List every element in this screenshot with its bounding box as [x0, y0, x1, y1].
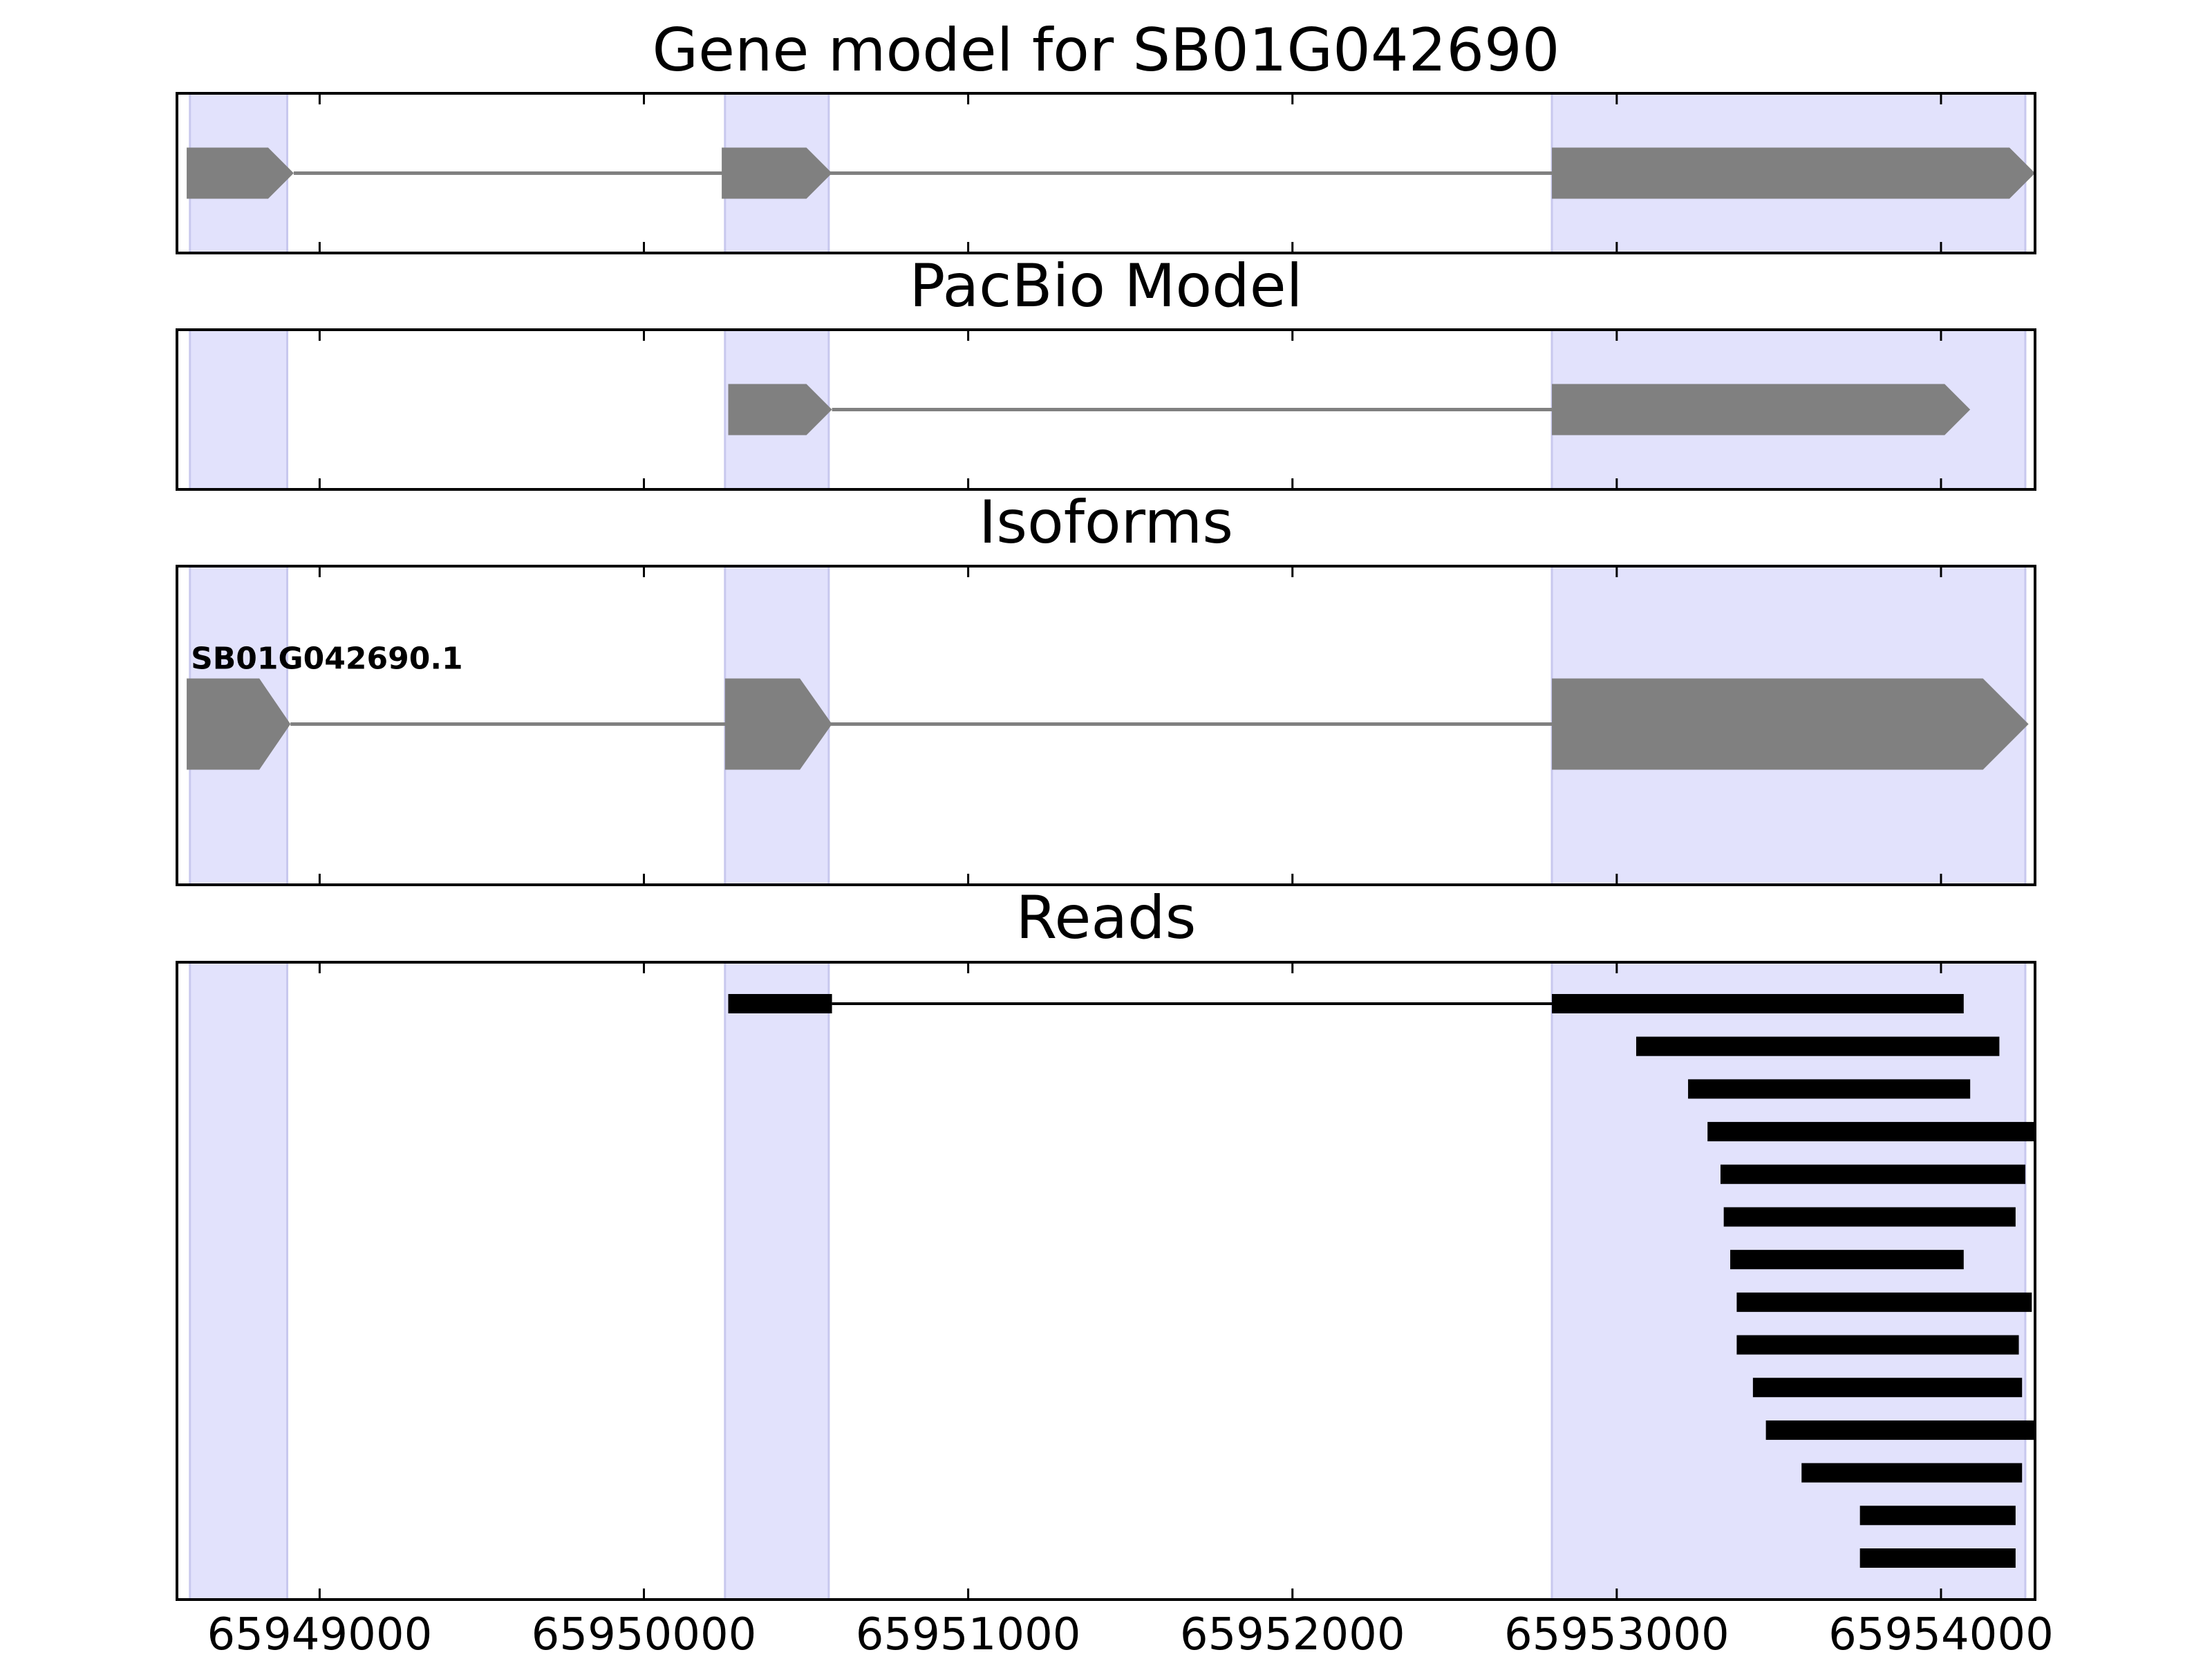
panel-isoforms: SB01G042690.1 Isoforms	[176, 488, 2036, 886]
x-tick-label: 65950000	[532, 1609, 757, 1659]
panel-pacbio-model: PacBio Model	[176, 252, 2036, 491]
read-block-1	[1752, 1378, 2023, 1398]
read-block-1	[1688, 1079, 1971, 1099]
exon-2	[1552, 384, 1971, 435]
panel-reads: Reads	[176, 883, 2036, 1601]
axes-frame	[176, 565, 2036, 886]
read-5	[1720, 1164, 2025, 1184]
x-tick-label: 65952000	[1180, 1609, 1405, 1659]
isoform-label: SB01G042690.1	[191, 641, 463, 677]
read-4	[1707, 1122, 2035, 1142]
x-tick-label: 65949000	[207, 1609, 433, 1659]
panel-title: Gene model for SB01G042690	[653, 16, 1560, 85]
read-block-1	[1723, 1207, 2016, 1227]
highlight-region-1	[189, 328, 288, 491]
exon-1	[728, 384, 832, 435]
panel-gene-model: Gene model for SB01G042690	[176, 16, 2036, 254]
read-block-1	[1859, 1506, 2016, 1526]
exon-1	[187, 147, 294, 199]
exon-1	[187, 678, 291, 770]
x-tick-label: 65951000	[856, 1609, 1081, 1659]
panel-title: Isoforms	[979, 488, 1233, 557]
highlight-region-3	[1550, 961, 2027, 1601]
feature-gene-model-1	[187, 147, 2035, 199]
read-10	[1752, 1378, 2023, 1398]
read-11	[1765, 1420, 2035, 1440]
read-7	[1730, 1250, 1964, 1270]
x-tick-label: 65954000	[1828, 1609, 2054, 1659]
read-block-1	[1801, 1463, 2023, 1483]
read-3	[1688, 1079, 1971, 1099]
read-block-1	[1736, 1292, 2032, 1312]
highlight-region-1	[189, 961, 288, 1601]
highlight-region-2	[724, 961, 830, 1601]
axes-frame	[176, 92, 2036, 254]
read-12	[1801, 1463, 2023, 1483]
read-block-1	[1720, 1164, 2025, 1184]
x-tick-label: 65953000	[1504, 1609, 1730, 1659]
exon-3	[1552, 147, 2035, 199]
feature-isoforms-1: SB01G042690.1	[187, 641, 2029, 770]
read-13	[1859, 1506, 2016, 1526]
read-block-1	[1859, 1548, 2016, 1568]
read-14	[1859, 1548, 2016, 1568]
axes-frame	[176, 328, 2036, 491]
read-block-1	[1707, 1122, 2035, 1142]
axes-frame	[176, 961, 2036, 1601]
read-1	[728, 994, 1964, 1013]
exon-2	[722, 147, 832, 199]
feature-pacbio-model-1	[728, 384, 1971, 435]
read-block-1	[1730, 1250, 1964, 1270]
read-block-1	[728, 994, 832, 1013]
x-tick-labels: 65949000 65950000 65951000 65952000 65953000…	[207, 1609, 2054, 1659]
read-9	[1736, 1335, 2019, 1355]
read-block-2	[1552, 994, 1964, 1013]
read-6	[1723, 1207, 2016, 1227]
exon-3	[1552, 678, 2029, 770]
exon-2	[724, 678, 832, 770]
read-8	[1736, 1292, 2032, 1312]
read-block-1	[1736, 1335, 2019, 1355]
panel-title: PacBio Model	[909, 252, 1302, 321]
read-block-1	[1765, 1420, 2035, 1440]
read-block-1	[1635, 1036, 2000, 1056]
read-2	[1635, 1036, 2000, 1056]
panel-title: Reads	[1016, 883, 1197, 953]
